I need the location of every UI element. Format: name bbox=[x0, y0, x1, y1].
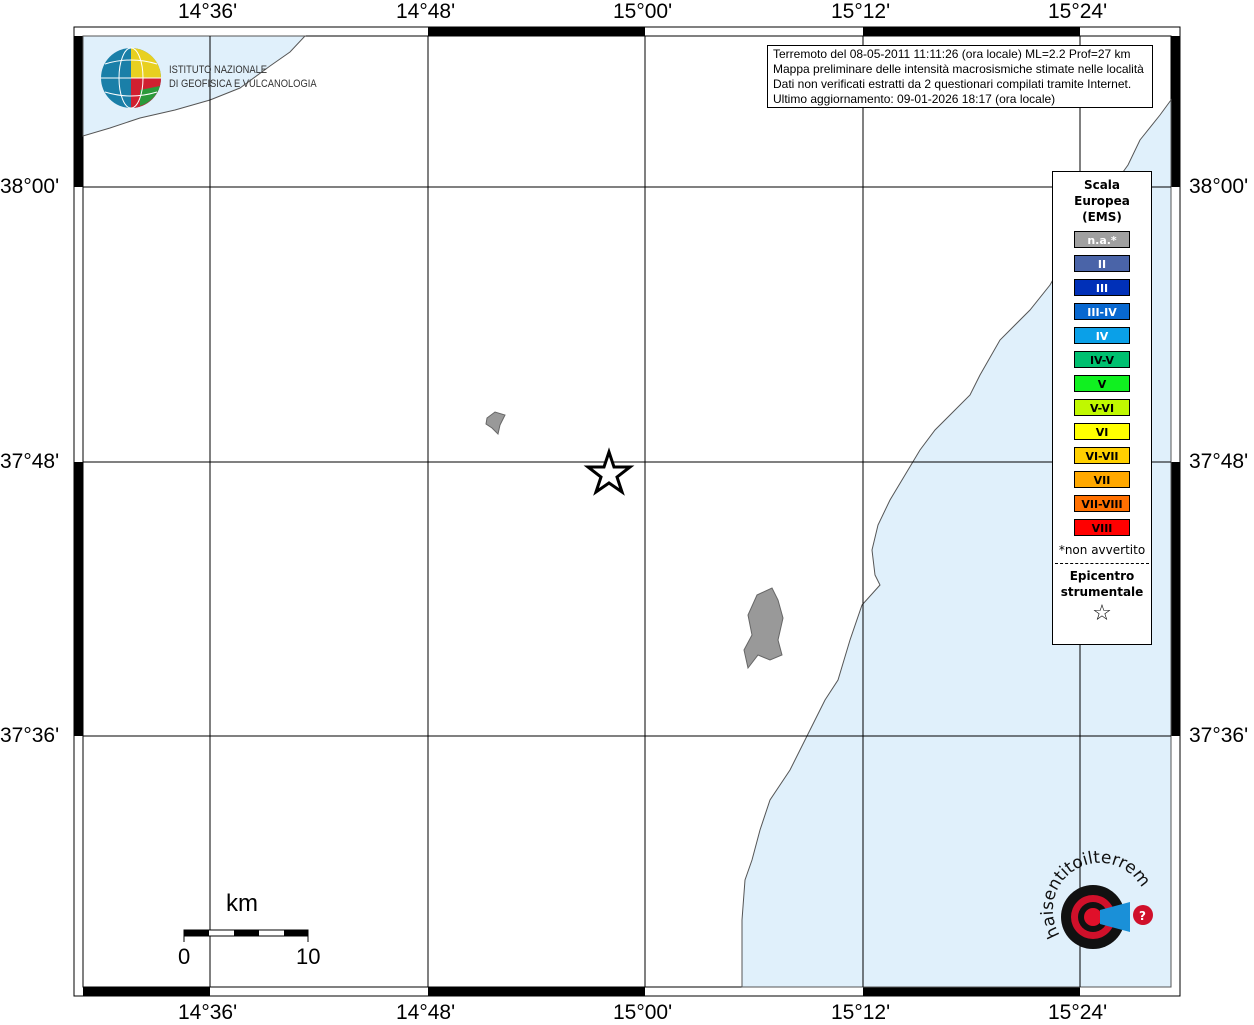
scale-max: 10 bbox=[296, 944, 321, 969]
svg-text:?: ? bbox=[1139, 909, 1146, 923]
info-line: Ultimo aggiornamento: 09-01-2026 18:17 (… bbox=[773, 92, 1056, 106]
scale-min: 0 bbox=[178, 944, 191, 969]
tick-bottom: 14°36' bbox=[178, 1001, 238, 1024]
tick-left: 37°48' bbox=[0, 450, 60, 473]
land-feature bbox=[485, 411, 506, 435]
tick-left: 38°00' bbox=[0, 175, 60, 198]
legend-swatch: III bbox=[1074, 279, 1130, 296]
legend-divider bbox=[1055, 563, 1149, 564]
event-info-box: Terremoto del 08-05-2011 11:11:26 (ora l… bbox=[767, 45, 1153, 108]
legend-title-line: (EMS) bbox=[1082, 210, 1122, 224]
tick-top: 15°24' bbox=[1048, 0, 1108, 23]
legend-swatch: VI-VII bbox=[1074, 447, 1130, 464]
legend-swatches: n.a.* II III III-IV IV IV-V V V-VI VI VI-VII VII VI… bbox=[1053, 231, 1151, 536]
intensity-legend: Scala Europea (EMS) n.a.* II III III-IV IV IV… bbox=[1052, 171, 1152, 645]
tick-right: 37°48' bbox=[1189, 450, 1249, 473]
legend-swatch: V-VI bbox=[1074, 399, 1130, 416]
scale-bar bbox=[183, 929, 309, 942]
tick-top: 14°36' bbox=[178, 0, 238, 23]
legend-title: Scala Europea (EMS) bbox=[1053, 177, 1151, 225]
legend-swatch: II bbox=[1074, 255, 1130, 272]
star-icon bbox=[583, 447, 635, 496]
land-feature bbox=[743, 587, 784, 670]
tick-right: 38°00' bbox=[1189, 175, 1249, 198]
tick-right: 37°36' bbox=[1189, 724, 1249, 747]
tick-top: 15°12' bbox=[831, 0, 891, 23]
tick-bottom: 15°12' bbox=[831, 1001, 891, 1024]
legend-swatch: n.a.* bbox=[1074, 231, 1130, 248]
tick-bottom: 15°00' bbox=[613, 1001, 673, 1024]
scale-unit: km bbox=[226, 890, 258, 917]
star-icon: ☆ bbox=[1092, 601, 1112, 626]
epicenter-label: Epicentro strumentale bbox=[1053, 568, 1151, 600]
tick-top: 15°00' bbox=[613, 0, 673, 23]
legend-swatch: IV bbox=[1074, 327, 1130, 344]
legend-swatch: VII-VIII bbox=[1074, 495, 1130, 512]
ingv-logo-icon bbox=[101, 47, 161, 109]
map-frame bbox=[74, 27, 1180, 996]
info-line: Terremoto del 08-05-2011 11:11:26 (ora l… bbox=[773, 47, 1131, 61]
legend-swatch: III-IV bbox=[1074, 303, 1130, 320]
legend-title-line: Scala bbox=[1083, 178, 1121, 192]
legend-swatch: IV-V bbox=[1074, 351, 1130, 368]
info-line: Dati non verificati estratti da 2 questi… bbox=[773, 77, 1132, 91]
epicenter-label-line: Epicentro bbox=[1069, 569, 1135, 583]
legend-swatch: VIII bbox=[1074, 519, 1130, 536]
tick-bottom: 14°48' bbox=[396, 1001, 456, 1024]
legend-title-line: Europea bbox=[1074, 194, 1130, 208]
epicenter-label-line: strumentale bbox=[1060, 585, 1144, 599]
tick-top: 14°48' bbox=[396, 0, 456, 23]
ingv-logo-text: ISTITUTO NAZIONALE DI GEOFISICA E VULCANO… bbox=[169, 64, 317, 90]
legend-swatch: VI bbox=[1074, 423, 1130, 440]
legend-swatch: VII bbox=[1074, 471, 1130, 488]
legend-swatch: V bbox=[1074, 375, 1130, 392]
legend-note: *non avvertito bbox=[1058, 543, 1146, 557]
tick-left: 37°36' bbox=[0, 724, 60, 747]
tick-bottom: 15°24' bbox=[1048, 1001, 1108, 1024]
info-line: Mappa preliminare delle intensità macros… bbox=[773, 62, 1144, 76]
